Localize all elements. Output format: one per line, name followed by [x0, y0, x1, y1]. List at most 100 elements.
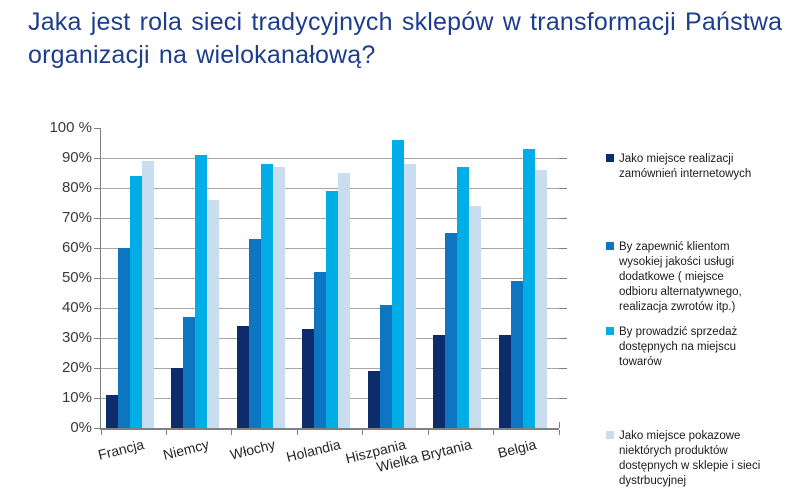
- bar: [130, 176, 142, 428]
- y-axis-label: 50%: [61, 269, 92, 286]
- bar: [260, 164, 273, 428]
- bar: [534, 170, 547, 428]
- right-axis-tick: [559, 397, 567, 399]
- legend-label-line: wysokiej jakości usługi: [619, 256, 735, 268]
- bar: [510, 281, 523, 428]
- x-axis-label: Włochy: [228, 436, 277, 463]
- y-axis-tick: [94, 397, 101, 399]
- y-axis-label: 20%: [61, 359, 92, 376]
- y-axis-tick: [94, 247, 101, 249]
- bar: [338, 173, 351, 428]
- bar: [171, 368, 184, 428]
- legend-swatch-icon: [606, 327, 614, 335]
- bar: [207, 200, 220, 428]
- right-axis-tick: [559, 217, 567, 219]
- bar-group-hiszpania: [363, 128, 428, 428]
- legend-label-line: zamównień internetowych: [619, 168, 752, 180]
- right-axis-tick: [559, 277, 567, 279]
- bar: [367, 371, 380, 428]
- legend-label: Jako miejsce pokazowe niektórych produktó…: [619, 429, 760, 489]
- legend-label: By prowadzić sprzedaż dostępnych na miejs…: [619, 325, 737, 370]
- bar-series-container: [101, 128, 559, 428]
- bar: [302, 329, 315, 428]
- bar: [326, 191, 339, 428]
- x-axis-tick: [165, 430, 167, 435]
- legend-label-line: Jako miejsce realizacji: [619, 153, 734, 165]
- right-axis-tick: [559, 247, 567, 249]
- y-axis-label: 0%: [70, 419, 92, 436]
- x-axis-tick: [493, 430, 495, 435]
- bar: [379, 305, 392, 428]
- y-axis-label: 100 %: [49, 119, 92, 136]
- legend-swatch-icon: [606, 242, 614, 250]
- y-axis-label: 70%: [61, 209, 92, 226]
- y-axis-tick: [94, 187, 101, 189]
- y-axis-tick: [94, 157, 101, 159]
- legend-entry: Jako miejsce realizacji zamównień interne…: [606, 152, 751, 182]
- y-axis-tick: [94, 277, 101, 279]
- y-axis-tick: [94, 307, 101, 309]
- legend-label-line: dostępnych w sklepie i sieci: [619, 460, 761, 472]
- right-axis-tick: [559, 157, 567, 159]
- bar: [314, 272, 327, 428]
- legend-label: By zapewnić klientom wysokiej jakości usł…: [619, 240, 742, 315]
- x-axis-tick: [427, 430, 429, 435]
- y-axis-tick: [94, 337, 101, 339]
- legend-swatch-icon: [606, 431, 614, 439]
- bar: [236, 326, 249, 428]
- legend-label-line: odbioru alternatywnego,: [619, 286, 742, 298]
- legend-label-line: By zapewnić klientom: [619, 241, 730, 253]
- legend-label-line: dostępnych na miejscu: [619, 341, 736, 353]
- bar: [195, 155, 208, 428]
- legend-label-line: realizacja zwrotów itp.): [619, 301, 736, 313]
- bar: [433, 335, 446, 428]
- bar: [118, 248, 130, 428]
- x-axis-tick: [296, 430, 298, 435]
- bar-group-wielka-brytania: [428, 128, 493, 428]
- bar: [183, 317, 196, 428]
- gridline: [101, 187, 559, 189]
- y-axis-label: 90%: [61, 149, 92, 166]
- x-axis-label: Holandia: [284, 436, 342, 465]
- legend-label-line: dystrbucyjnej: [619, 475, 687, 487]
- bar: [445, 233, 458, 428]
- legend-label: Jako miejsce realizacji zamównień interne…: [619, 152, 751, 182]
- legend-label-line: Jako miejsce pokazowe: [619, 430, 741, 442]
- legend-label-line: niektórych produktów: [619, 445, 728, 457]
- bar: [248, 239, 261, 428]
- legend-swatch-icon: [606, 154, 614, 162]
- legend-label-line: dodatkowe ( miejsce: [619, 271, 724, 283]
- legend-label-line: By prowadzić sprzedaż: [619, 326, 738, 338]
- bar: [106, 395, 118, 428]
- y-axis-tick: [94, 367, 101, 369]
- right-axis-corner-tick: [559, 422, 560, 428]
- y-axis-label: 40%: [61, 299, 92, 316]
- legend-entry: By prowadzić sprzedaż dostępnych na miejs…: [606, 325, 737, 370]
- bar-group-belgia: [494, 128, 559, 428]
- x-axis-tick: [100, 430, 102, 435]
- bar: [522, 149, 535, 428]
- y-axis-tick: [94, 427, 101, 429]
- x-axis-tick: [362, 430, 364, 435]
- right-axis-tick: [559, 367, 567, 369]
- legend-entry: Jako miejsce pokazowe niektórych produktó…: [606, 429, 760, 489]
- x-axis-label: Belgia: [496, 436, 539, 461]
- gridline: [101, 157, 559, 159]
- y-axis-tick: [94, 127, 101, 129]
- bar: [469, 206, 482, 428]
- legend-label-line: towarów: [619, 356, 662, 368]
- bar: [142, 161, 154, 428]
- bar-group-holandia: [297, 128, 362, 428]
- x-axis-tick: [558, 430, 560, 435]
- y-axis-label: 80%: [61, 179, 92, 196]
- right-axis-tick: [559, 187, 567, 189]
- x-axis-label: Francja: [96, 436, 146, 463]
- y-axis-label: 60%: [61, 239, 92, 256]
- y-axis-tick: [94, 217, 101, 219]
- page-title: Jaka jest rola sieci tradycyjnych sklepó…: [28, 8, 783, 69]
- x-axis-tick: [231, 430, 233, 435]
- bar: [391, 140, 404, 428]
- bar-group-niemcy: [166, 128, 231, 428]
- bar-group-francja: [101, 128, 166, 428]
